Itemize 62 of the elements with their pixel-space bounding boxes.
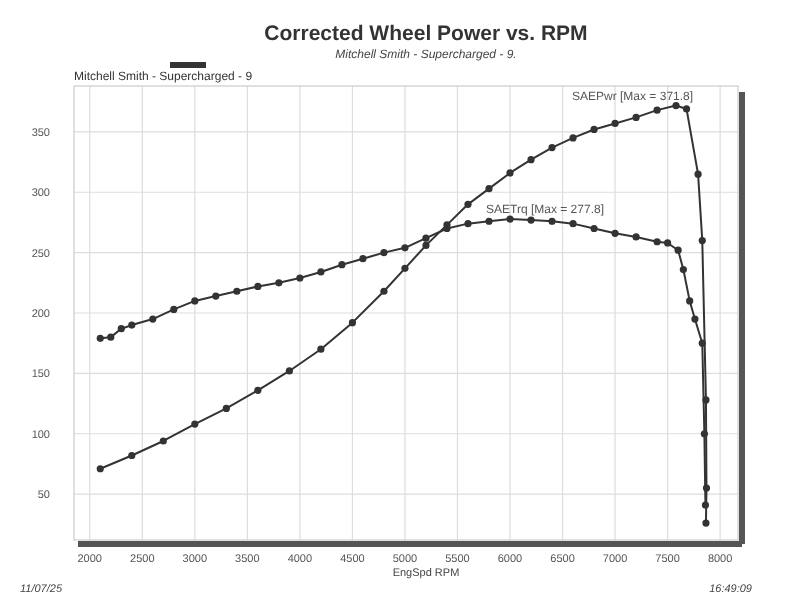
point (317, 268, 325, 276)
point (611, 119, 619, 128)
point (691, 315, 699, 323)
point (464, 220, 472, 228)
point (653, 106, 661, 114)
point (222, 404, 230, 412)
point (590, 224, 598, 233)
point (191, 297, 199, 305)
point (700, 430, 708, 438)
point (611, 229, 619, 237)
point (254, 282, 262, 291)
point (117, 325, 125, 333)
point (254, 386, 262, 394)
point (191, 420, 199, 428)
point (674, 246, 682, 254)
point (149, 315, 157, 323)
point (679, 265, 687, 274)
point (275, 279, 283, 287)
point (296, 274, 304, 282)
point (694, 170, 702, 178)
point (401, 264, 409, 272)
point (285, 367, 293, 375)
point (702, 519, 710, 527)
point (359, 255, 367, 263)
point (698, 339, 706, 347)
point (698, 236, 706, 245)
point (569, 220, 577, 228)
chart-title: Corrected Wheel Power vs. RPM (264, 22, 589, 46)
point (233, 287, 241, 295)
point (701, 501, 710, 509)
point (380, 287, 388, 295)
point (548, 217, 556, 225)
point (338, 261, 346, 269)
point (682, 105, 691, 113)
point (506, 169, 514, 177)
point (422, 234, 430, 242)
point (686, 297, 694, 305)
point (128, 321, 136, 329)
point (664, 239, 672, 247)
point (212, 292, 220, 300)
point (464, 200, 472, 208)
point (548, 143, 556, 152)
point (485, 185, 493, 193)
point (527, 216, 535, 224)
point (317, 345, 325, 353)
point (107, 333, 115, 341)
point (485, 217, 493, 225)
point (590, 125, 598, 134)
point (569, 134, 577, 142)
point (159, 437, 167, 445)
point (128, 451, 136, 460)
point (96, 334, 104, 342)
point (632, 113, 640, 121)
point (422, 241, 430, 249)
point (170, 305, 178, 313)
point (632, 233, 640, 241)
point (653, 238, 661, 246)
point (380, 249, 388, 257)
point (527, 156, 535, 164)
point (401, 244, 409, 252)
point (348, 319, 357, 327)
point (96, 465, 104, 473)
